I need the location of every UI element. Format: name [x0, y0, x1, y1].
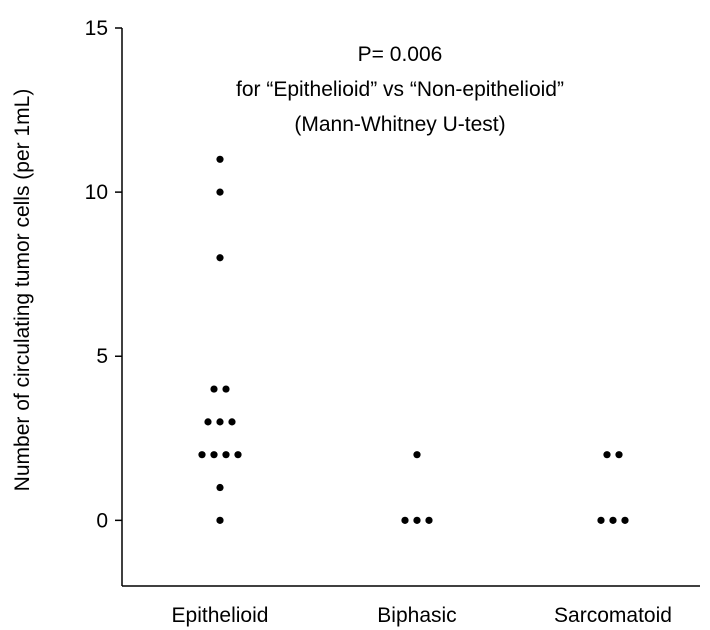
- data-point: [621, 516, 629, 524]
- data-point: [228, 418, 236, 426]
- test-name-text: (Mann-Whitney U-test): [294, 113, 505, 136]
- data-point: [222, 385, 230, 393]
- x-axis-category-labels: Epithelioid Biphasic Sarcomatoid: [172, 604, 672, 627]
- comparison-text: for “Epithelioid” vs “Non-epithelioid”: [236, 78, 564, 101]
- y-tick-label: 0: [96, 509, 108, 532]
- y-axis-ticks: 0 5 10 15: [85, 17, 122, 532]
- y-tick-label: 5: [96, 345, 108, 368]
- data-point: [216, 254, 224, 262]
- data-point: [216, 483, 224, 492]
- data-point: [222, 451, 230, 459]
- data-point: [216, 188, 224, 196]
- data-point: [425, 516, 433, 524]
- data-point: [609, 516, 617, 524]
- x-category-label: Epithelioid: [172, 604, 269, 627]
- data-point: [401, 516, 409, 524]
- y-axis-title: Number of circulating tumor cells (per 1…: [11, 89, 34, 492]
- annotation-block: P= 0.006 for “Epithelioid” vs “Non-epith…: [236, 43, 564, 136]
- x-category-label: Sarcomatoid: [554, 604, 672, 627]
- data-points: [198, 155, 629, 524]
- data-point: [198, 451, 206, 459]
- data-point: [216, 418, 224, 426]
- data-point: [210, 451, 218, 459]
- data-point: [597, 516, 605, 524]
- data-point: [216, 155, 224, 163]
- p-value-text: P= 0.006: [358, 43, 443, 66]
- data-point: [210, 385, 218, 393]
- y-tick-label: 15: [85, 17, 108, 40]
- data-point: [216, 516, 224, 524]
- x-category-label: Biphasic: [377, 604, 456, 627]
- y-tick-label: 10: [85, 181, 108, 204]
- data-point: [204, 418, 212, 426]
- data-point: [603, 451, 611, 459]
- data-point: [413, 451, 421, 459]
- data-point: [615, 451, 623, 459]
- data-point: [413, 516, 421, 524]
- axes: 0 5 10 15: [85, 17, 700, 587]
- data-point: [234, 451, 242, 459]
